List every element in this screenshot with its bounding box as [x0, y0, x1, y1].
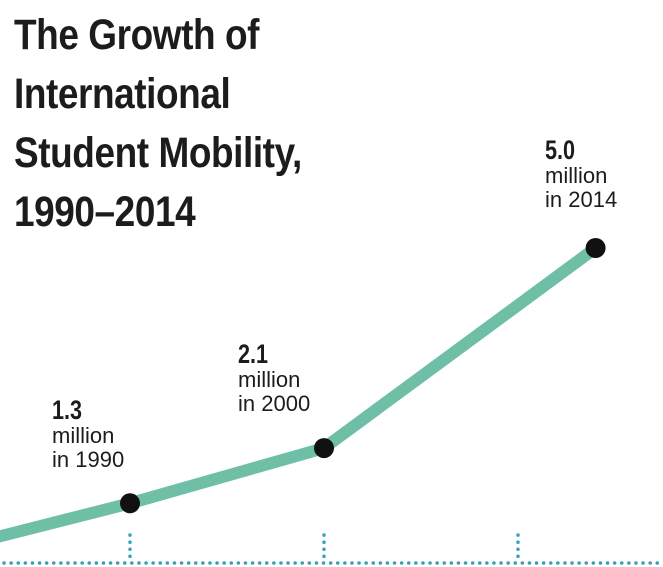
data-point-1990: [120, 493, 140, 514]
annotation-1990-unit: million: [52, 423, 115, 448]
annotation-2014-value: 5.0: [545, 135, 576, 165]
annotation-1990: 1.3 million in 1990: [52, 396, 124, 472]
annotation-2014: 5.0 million in 2014: [545, 136, 617, 212]
series-line: [0, 243, 600, 543]
annotation-2014-year: in 2014: [545, 187, 618, 212]
data-point-2000: [314, 438, 334, 459]
annotation-2000: 2.1 million in 2000: [238, 340, 310, 416]
title-line-3: Student Mobility,: [14, 129, 302, 177]
title-line-2: International: [14, 70, 231, 118]
annotation-2000-unit: million: [238, 367, 301, 392]
data-point-2014: [585, 238, 606, 258]
annotation-1990-year: in 1990: [52, 447, 125, 472]
data-points: [120, 238, 606, 514]
title-line-1: The Growth of: [14, 11, 260, 59]
x-axis-ticks: [128, 533, 520, 564]
annotation-2014-unit: million: [545, 163, 608, 188]
title-line-4: 1990–2014: [14, 188, 196, 236]
annotation-1990-value: 1.3: [52, 395, 83, 425]
chart-title: The Growth of International Student Mobi…: [14, 6, 302, 242]
annotation-2000-year: in 2000: [238, 391, 311, 416]
annotation-2000-value: 2.1: [238, 339, 269, 369]
